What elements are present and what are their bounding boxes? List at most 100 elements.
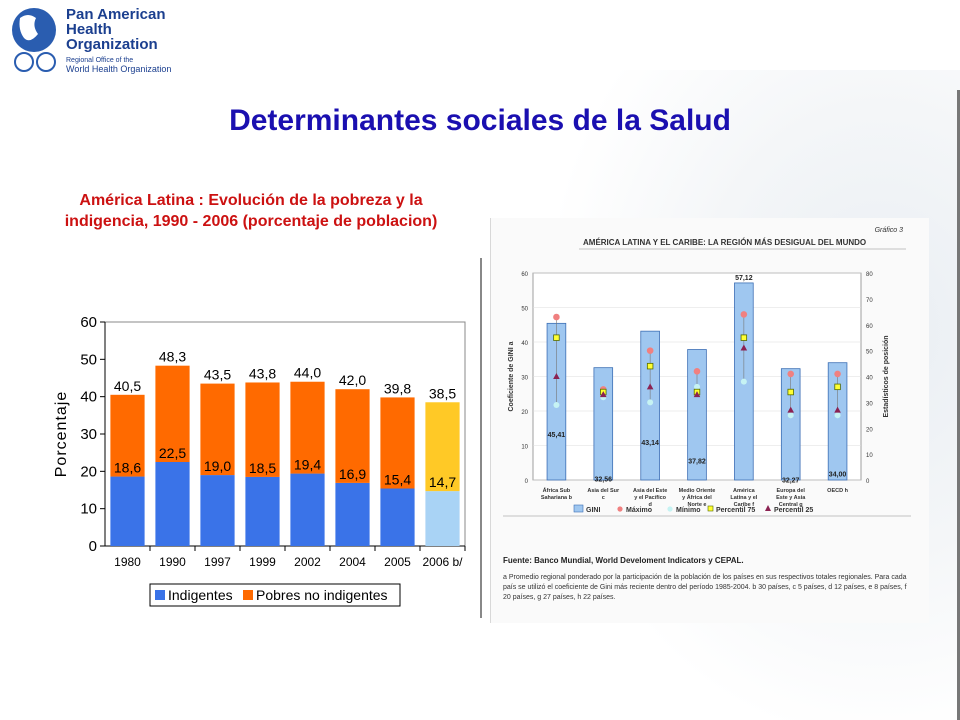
bar-indigentes — [200, 475, 235, 546]
x-tick-line: Latina y el — [730, 495, 757, 501]
bar-pobres — [290, 381, 325, 474]
legend-label: GINI — [586, 507, 600, 514]
x-tick-line: Caribe f — [734, 502, 755, 508]
gini-chart: Gráfico 3 AMÉRICA LATINA Y EL CARIBE: LA … — [503, 227, 911, 517]
minimo-marker — [834, 412, 841, 419]
x-tick-label: 2004 — [339, 555, 366, 569]
figure-source: Fuente: Banco Mundial, World Develoment … — [503, 556, 744, 565]
y2-tick-label: 20 — [866, 427, 873, 433]
x-tick-label: 1980 — [114, 555, 141, 569]
org-name-line1: Pan American — [66, 6, 166, 23]
y2-tick-label: 80 — [866, 272, 873, 278]
y2-tick-label: 60 — [866, 324, 873, 330]
y2-tick-label: 0 — [866, 479, 870, 485]
gini-value-label: 57,12 — [735, 275, 753, 282]
y-tick-label: 20 — [80, 463, 97, 480]
bar-indigentes — [335, 482, 370, 546]
minimo-marker — [694, 383, 700, 390]
bar-indigentes — [290, 473, 325, 546]
x-tick-line: África Sub — [543, 487, 571, 494]
x-tick-label: Asia del Este y el Pacífico d — [633, 488, 667, 508]
x-tick-label: 1999 — [249, 555, 276, 569]
minimo-marker — [553, 401, 560, 408]
indigent-data-label: 18,5 — [249, 460, 276, 476]
x-tick-label: África Sub Sahariana b — [541, 487, 573, 501]
percentil-75-marker — [646, 362, 654, 370]
percentil-25-marker — [693, 391, 701, 398]
org-name-line3: Organization — [66, 36, 158, 53]
x-tick-line: Norte e — [688, 502, 707, 508]
y-tick-label: 50 — [521, 307, 528, 313]
bar-indigentes — [245, 476, 280, 546]
y-tick-label: 60 — [80, 314, 97, 331]
minimo-marker — [647, 399, 654, 406]
legend-label-pobres: Pobres no indigentes — [256, 587, 388, 603]
total-data-label: 44,0 — [294, 365, 321, 381]
x-tick-label: OECD h — [827, 488, 848, 494]
maximo-marker — [553, 313, 560, 321]
figure-divider — [480, 258, 482, 618]
gini-value-label: 32,56 — [595, 477, 613, 484]
legend-label: Máximo — [626, 507, 652, 514]
x-tick-label: 2002 — [294, 555, 321, 569]
percentil-25-marker — [740, 344, 748, 351]
minimo-marker — [787, 412, 794, 419]
gini-bar — [687, 349, 707, 481]
y2-tick-label: 30 — [866, 401, 873, 407]
legend-swatch-maximo — [617, 506, 623, 512]
x-tick-line: Asia del Este — [633, 488, 667, 494]
percentil-25-marker — [787, 406, 795, 413]
bar-pobres — [155, 365, 190, 462]
legend-label-indigentes: Indigentes — [168, 587, 233, 603]
bar-pobres — [335, 389, 370, 483]
gini-figure: Gráfico 3 AMÉRICA LATINA Y EL CARIBE: LA … — [490, 218, 929, 623]
y2-tick-label: 70 — [866, 298, 873, 304]
bar-indigentes — [425, 491, 460, 546]
indigent-data-label: 19,0 — [204, 458, 231, 474]
gini-bar — [593, 367, 614, 481]
x-tick-line: Este y Asia — [776, 495, 806, 501]
maximo-marker — [740, 311, 748, 318]
y-tick-label: 50 — [80, 351, 97, 368]
y2-axis-label: Estadísticos de posición — [883, 335, 890, 417]
gini-value-label: 34,00 — [829, 472, 847, 479]
total-data-label: 48,3 — [159, 349, 186, 365]
x-tick-line: Sahariana b — [541, 495, 573, 501]
bar-pobres — [425, 402, 460, 492]
x-tick-line: América — [733, 488, 756, 494]
x-tick-line: y África del — [682, 494, 712, 501]
gini-value-label: 45,41 — [548, 432, 566, 439]
y-axis-label: Coeficiente de GINI a — [508, 341, 515, 411]
chart-legend: Indigentes Pobres no indigentes — [149, 583, 401, 607]
percentil-75-marker — [787, 388, 794, 396]
x-tick-label: Medio Oriente y África del Norte e — [679, 488, 716, 508]
legend-swatch-pobres — [243, 590, 253, 600]
bar-pobres — [200, 383, 235, 476]
figure-label: Gráfico 3 — [875, 227, 904, 234]
chart-subtitle: América Latina : Evolución de la pobreza… — [64, 192, 438, 230]
maximo-marker — [787, 370, 795, 378]
legend-swatch-minimo — [667, 506, 673, 512]
y-tick-label: 0 — [89, 538, 97, 555]
indigent-data-label: 19,4 — [294, 457, 321, 473]
gini-bar — [827, 362, 848, 481]
y-tick-label: 10 — [521, 445, 528, 451]
total-data-label: 43,8 — [249, 365, 276, 381]
y-tick-label: 60 — [521, 272, 528, 278]
percentil-75-marker — [834, 383, 841, 391]
x-tick-line: Asia del Sur — [587, 488, 620, 494]
x-tick-line: Central g — [779, 502, 803, 508]
x-tick-label: 2006 b/ — [422, 555, 463, 569]
legend-label: Percentil 75 — [716, 507, 755, 514]
gini-bar — [780, 368, 801, 481]
x-tick-label: 1990 — [159, 555, 186, 569]
x-tick-line: d — [648, 502, 651, 508]
x-tick-label: Europa del Este y Asia Central g — [776, 488, 806, 508]
y-tick-label: 10 — [80, 501, 97, 518]
percentil-75-marker — [740, 334, 748, 341]
percentil-25-marker — [599, 391, 607, 398]
figure-title: AMÉRICA LATINA Y EL CARIBE: LA REGIÓN MÁ… — [583, 238, 866, 247]
total-data-label: 42,0 — [339, 372, 366, 388]
legend-label: Percentil 25 — [774, 507, 813, 514]
total-data-label: 40,5 — [114, 378, 141, 394]
